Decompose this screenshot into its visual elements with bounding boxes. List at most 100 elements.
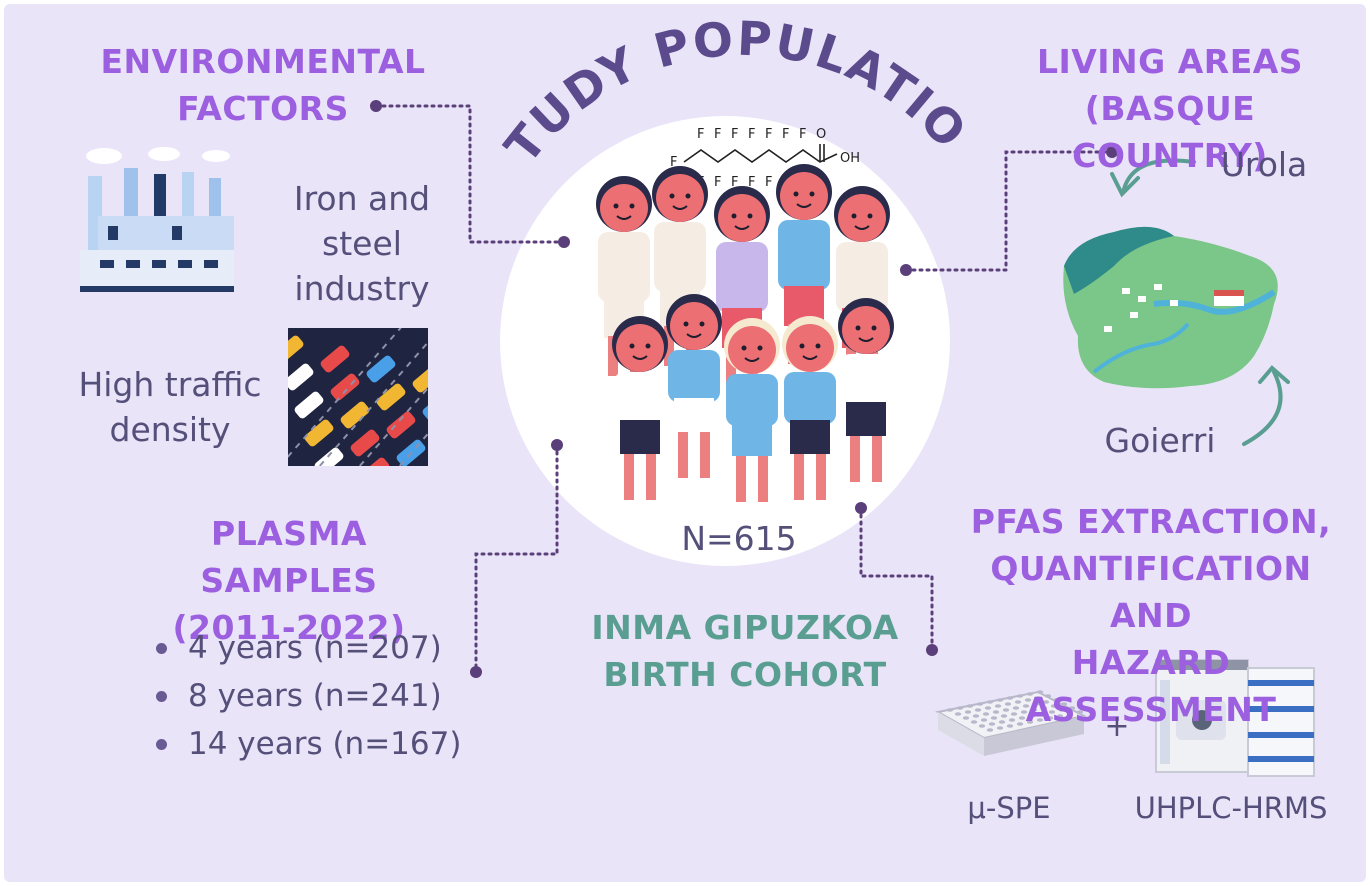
child-eye xyxy=(809,191,815,197)
environmental-heading-line2: FACTORS xyxy=(177,89,349,128)
plate-well xyxy=(1012,706,1020,710)
child-eye xyxy=(799,343,805,349)
child-shirt xyxy=(726,374,778,426)
plate-well xyxy=(996,726,1004,730)
cohort-name: INMA GIPUZKOA BIRTH COHORT xyxy=(584,604,906,698)
fluorine-atom: F xyxy=(714,127,721,142)
plate-well xyxy=(1022,704,1030,708)
plate-well xyxy=(1048,710,1056,714)
area-urola: Urola xyxy=(1220,145,1308,184)
car xyxy=(376,383,406,411)
fluorine-atom: F xyxy=(765,175,772,190)
car xyxy=(366,355,396,383)
plate-well xyxy=(1010,712,1018,716)
child-leg xyxy=(758,456,768,502)
plate-well xyxy=(946,708,954,712)
child-pants xyxy=(790,420,830,454)
plate-well xyxy=(1026,720,1034,724)
child-pants xyxy=(620,420,660,454)
car xyxy=(294,391,324,419)
plate-well xyxy=(1060,702,1068,706)
plasma-heading: PLASMA SAMPLES (2011-2022) xyxy=(130,510,448,651)
child-smile xyxy=(616,215,632,220)
plate-well xyxy=(1008,718,1016,722)
basque-map-icon xyxy=(1063,226,1278,389)
traffic-label: High traffic density xyxy=(78,362,262,452)
plate-well xyxy=(1068,706,1076,710)
fluorine-atom: F xyxy=(731,127,738,142)
child-eye xyxy=(731,213,737,219)
connector-pfas xyxy=(859,506,934,652)
child-eye xyxy=(699,321,705,327)
plate-well xyxy=(1052,698,1060,702)
connector-plasma xyxy=(474,443,559,674)
child-face xyxy=(718,194,766,242)
plate-well xyxy=(984,706,992,710)
car xyxy=(304,419,334,447)
plate-well xyxy=(1044,694,1052,698)
child-leg xyxy=(664,326,674,366)
plate-well xyxy=(1058,708,1066,712)
plate-well xyxy=(1040,706,1048,710)
urola-arrow-icon xyxy=(1110,158,1196,198)
plate-well xyxy=(970,720,978,724)
plasma-sample-item: 8 years (n=241) xyxy=(154,672,461,720)
fluorine-atom: F xyxy=(748,127,755,142)
car xyxy=(386,411,416,439)
child-face xyxy=(838,194,886,242)
plate-well xyxy=(1034,696,1042,700)
plate-well xyxy=(980,718,988,722)
plus-sign: + xyxy=(1104,709,1130,744)
cohort-size-label: N=615 xyxy=(681,519,797,558)
plate-well xyxy=(986,700,994,704)
plate-well xyxy=(1006,724,1014,728)
plate-well xyxy=(1046,716,1054,720)
car xyxy=(350,429,380,457)
child-leg xyxy=(624,454,634,500)
iron-steel-label: Iron and steel industry xyxy=(254,176,470,311)
cohort-name-line2: BIRTH COHORT xyxy=(603,655,887,694)
child-face xyxy=(786,324,834,372)
connector-living xyxy=(904,150,1114,272)
child-eye xyxy=(757,345,763,351)
child-leg xyxy=(608,336,618,376)
traffic-icon xyxy=(288,328,428,466)
method-spe-label: μ-SPE xyxy=(967,791,1051,825)
child-shirt xyxy=(840,354,892,406)
plate-well xyxy=(1014,700,1022,704)
child-eye xyxy=(683,321,689,327)
plate-well xyxy=(992,710,1000,714)
plate-well xyxy=(1006,696,1014,700)
pfas-heading: PFAS EXTRACTION, QUANTIFICATION AND HAZA… xyxy=(950,498,1352,733)
car xyxy=(360,457,390,466)
child-face xyxy=(656,174,704,222)
plate-well xyxy=(976,702,984,706)
plate-well xyxy=(996,698,1004,702)
child-pants xyxy=(846,402,886,436)
plasma-sample-item: 14 years (n=167) xyxy=(154,720,461,768)
plate-well xyxy=(954,712,962,716)
child-shirt xyxy=(716,242,768,312)
child-eye xyxy=(629,203,635,209)
fluorine-atom: F xyxy=(714,175,721,190)
children-group-icon xyxy=(596,164,894,502)
plate-well xyxy=(974,708,982,712)
plate-well xyxy=(990,716,998,720)
child-smile xyxy=(686,333,702,338)
living-areas-line1: LIVING AREAS xyxy=(1036,42,1304,81)
child-shirt xyxy=(654,222,706,292)
car xyxy=(320,345,350,373)
fluorine-atom: F xyxy=(670,155,677,170)
plate-well xyxy=(1016,722,1024,726)
plate-well xyxy=(1024,698,1032,702)
child-smile xyxy=(858,337,874,342)
plasma-heading-line2: (2011-2022) xyxy=(172,608,406,647)
plasma-heading-line1: PLASMA SAMPLES xyxy=(200,514,378,600)
child-face xyxy=(842,306,890,354)
child-shirt xyxy=(836,242,888,312)
child-leg xyxy=(736,456,746,502)
plate-well xyxy=(1066,712,1074,716)
car xyxy=(340,401,370,429)
plate-well xyxy=(1030,708,1038,712)
fluorine-atom: F xyxy=(748,175,755,190)
